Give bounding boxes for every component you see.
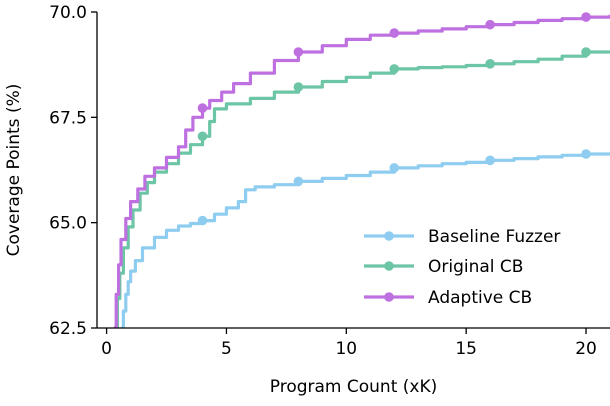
- marker-layer: [197, 12, 591, 226]
- series-line-1: [115, 50, 610, 328]
- legend-label: Original CB: [428, 257, 523, 277]
- x-tick-label: 15: [455, 339, 477, 359]
- x-axis-title: Program Count (xK): [270, 377, 438, 397]
- legend-label: Adaptive CB: [428, 288, 532, 308]
- x-tick-label: 0: [101, 339, 112, 359]
- y-tick-label: 67.5: [49, 108, 87, 128]
- series-layer: [113, 14, 610, 328]
- series-marker-2: [581, 12, 591, 22]
- y-axis-title: Coverage Points (%): [4, 84, 24, 257]
- x-tick-label: 5: [221, 339, 232, 359]
- series-marker-2: [197, 103, 208, 113]
- legend-label: Baseline Fuzzer: [428, 227, 560, 247]
- plot-area: [113, 12, 610, 328]
- series-marker-2: [389, 28, 400, 38]
- y-axis-ticks: 62.5 65.0 67.5 70.0: [49, 3, 97, 339]
- series-marker-2: [293, 47, 304, 57]
- legend-marker: [384, 261, 394, 271]
- series-marker-1: [197, 131, 208, 142]
- series-marker-0: [293, 176, 304, 187]
- x-tick-label: 10: [335, 339, 357, 359]
- series-marker-1: [293, 82, 304, 92]
- series-marker-1: [389, 64, 400, 74]
- series-marker-1: [581, 47, 591, 57]
- series-marker-0: [197, 215, 208, 226]
- y-tick-label: 62.5: [49, 319, 87, 339]
- series-marker-0: [581, 149, 591, 159]
- legend-marker: [384, 231, 394, 241]
- series-marker-1: [485, 59, 495, 69]
- legend-marker: [384, 292, 394, 302]
- series-marker-0: [485, 155, 495, 166]
- legend: Baseline Fuzzer Original CB Adaptive CB: [364, 227, 560, 308]
- series-marker-0: [389, 163, 400, 173]
- x-axis-ticks: 0 5 10 15 20: [101, 328, 597, 359]
- y-tick-label: 70.0: [49, 3, 87, 23]
- x-tick-label: 20: [575, 339, 597, 359]
- y-tick-label: 65.0: [49, 214, 87, 234]
- series-marker-2: [485, 19, 495, 30]
